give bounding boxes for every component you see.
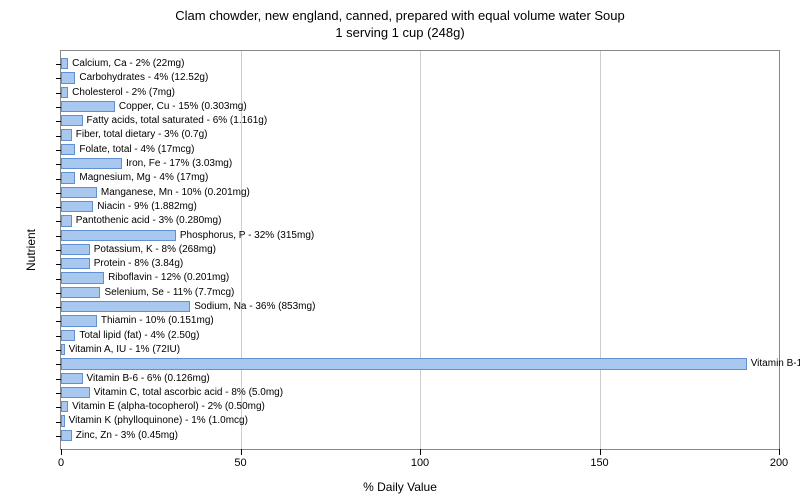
bar [61,244,90,255]
bar [61,187,97,198]
bar [61,287,100,298]
bar-label: Zinc, Zn - 3% (0.45mg) [76,429,178,443]
bar-row: Potassium, K - 8% (268mg) [61,243,779,257]
bar [61,330,75,341]
bar-row: Manganese, Mn - 10% (0.201mg) [61,186,779,200]
bar-row: Carbohydrates - 4% (12.52g) [61,71,779,85]
y-axis-label: Nutrient [24,229,38,271]
x-tick-label: 100 [411,457,429,469]
bar-row: Sodium, Na - 36% (853mg) [61,300,779,314]
title-line1: Clam chowder, new england, canned, prepa… [175,8,625,23]
bar-label: Potassium, K - 8% (268mg) [94,243,216,257]
bar [61,215,72,226]
bar [61,58,68,69]
x-axis-label: % Daily Value [363,480,437,494]
bar [61,415,65,426]
bar-label: Vitamin K (phylloquinone) - 1% (1.0mcg) [69,414,248,428]
bar-label: Iron, Fe - 17% (3.03mg) [126,157,232,171]
bar-row: Folate, total - 4% (17mcg) [61,143,779,157]
bar-label: Carbohydrates - 4% (12.52g) [79,71,208,85]
bar-label: Total lipid (fat) - 4% (2.50g) [79,329,199,343]
bar-label: Sodium, Na - 36% (853mg) [194,300,315,314]
bar-row: Niacin - 9% (1.882mg) [61,200,779,214]
bar-label: Fatty acids, total saturated - 6% (1.161… [87,114,268,128]
bar-label: Protein - 8% (3.84g) [94,257,184,271]
x-tick [61,449,62,455]
bar-row: Vitamin B-6 - 6% (0.126mg) [61,372,779,386]
bar-row: Magnesium, Mg - 4% (17mg) [61,171,779,185]
bar-label: Folate, total - 4% (17mcg) [79,143,194,157]
bar [61,144,75,155]
x-tick-label: 200 [770,457,788,469]
bar [61,272,104,283]
title-line2: 1 serving 1 cup (248g) [335,25,464,40]
bar-row: Calcium, Ca - 2% (22mg) [61,57,779,71]
bar [61,72,75,83]
bar-label: Calcium, Ca - 2% (22mg) [72,57,184,71]
bar-row: Cholesterol - 2% (7mg) [61,86,779,100]
plot-area: 050100150200Calcium, Ca - 2% (22mg)Carbo… [60,50,780,450]
bar [61,101,115,112]
bar-row: Iron, Fe - 17% (3.03mg) [61,157,779,171]
bar [61,301,190,312]
bar-label: Magnesium, Mg - 4% (17mg) [79,171,208,185]
bar-row: Vitamin A, IU - 1% (72IU) [61,343,779,357]
bar-row: Zinc, Zn - 3% (0.45mg) [61,429,779,443]
bar-row: Fiber, total dietary - 3% (0.7g) [61,128,779,142]
bar-row: Copper, Cu - 15% (0.303mg) [61,100,779,114]
bar-row: Thiamin - 10% (0.151mg) [61,314,779,328]
bar-label: Vitamin B-12 - 191% (11.48mcg) [751,357,800,371]
bar-row: Vitamin E (alpha-tocopherol) - 2% (0.50m… [61,400,779,414]
bar [61,158,122,169]
x-tick [600,449,601,455]
bar [61,230,176,241]
x-tick [779,449,780,455]
chart-title: Clam chowder, new england, canned, prepa… [0,0,800,42]
bar-row: Vitamin K (phylloquinone) - 1% (1.0mcg) [61,414,779,428]
bar-label: Riboflavin - 12% (0.201mg) [108,271,229,285]
bar [61,115,83,126]
bar [61,430,72,441]
bar [61,172,75,183]
bar [61,344,65,355]
bar-label: Vitamin A, IU - 1% (72IU) [69,343,181,357]
bar-row: Selenium, Se - 11% (7.7mcg) [61,286,779,300]
bar-row: Total lipid (fat) - 4% (2.50g) [61,329,779,343]
x-tick-label: 150 [590,457,608,469]
bar-row: Phosphorus, P - 32% (315mg) [61,229,779,243]
bar [61,315,97,326]
bar-label: Fiber, total dietary - 3% (0.7g) [76,128,208,142]
bar [61,373,83,384]
bar [61,387,90,398]
bar-row: Protein - 8% (3.84g) [61,257,779,271]
bar-label: Vitamin C, total ascorbic acid - 8% (5.0… [94,386,283,400]
bar-label: Niacin - 9% (1.882mg) [97,200,196,214]
bar [61,401,68,412]
bar [61,358,747,369]
bar-label: Thiamin - 10% (0.151mg) [101,314,214,328]
bar-row: Vitamin B-12 - 191% (11.48mcg) [61,357,779,371]
bar [61,129,72,140]
bar-label: Manganese, Mn - 10% (0.201mg) [101,186,250,200]
chart-container: Clam chowder, new england, canned, prepa… [0,0,800,500]
x-tick-label: 0 [58,457,64,469]
bar-label: Vitamin E (alpha-tocopherol) - 2% (0.50m… [72,400,265,414]
bar-label: Pantothenic acid - 3% (0.280mg) [76,214,222,228]
bar-label: Phosphorus, P - 32% (315mg) [180,229,314,243]
bar-label: Cholesterol - 2% (7mg) [72,86,175,100]
bar [61,201,93,212]
bar-row: Vitamin C, total ascorbic acid - 8% (5.0… [61,386,779,400]
bar-label: Copper, Cu - 15% (0.303mg) [119,100,247,114]
bar [61,258,90,269]
bar-label: Vitamin B-6 - 6% (0.126mg) [87,372,210,386]
bar [61,87,68,98]
bar-label: Selenium, Se - 11% (7.7mcg) [104,286,234,300]
x-tick [420,449,421,455]
bar-row: Riboflavin - 12% (0.201mg) [61,271,779,285]
bar-row: Pantothenic acid - 3% (0.280mg) [61,214,779,228]
x-tick [241,449,242,455]
bar-row: Fatty acids, total saturated - 6% (1.161… [61,114,779,128]
x-tick-label: 50 [234,457,246,469]
